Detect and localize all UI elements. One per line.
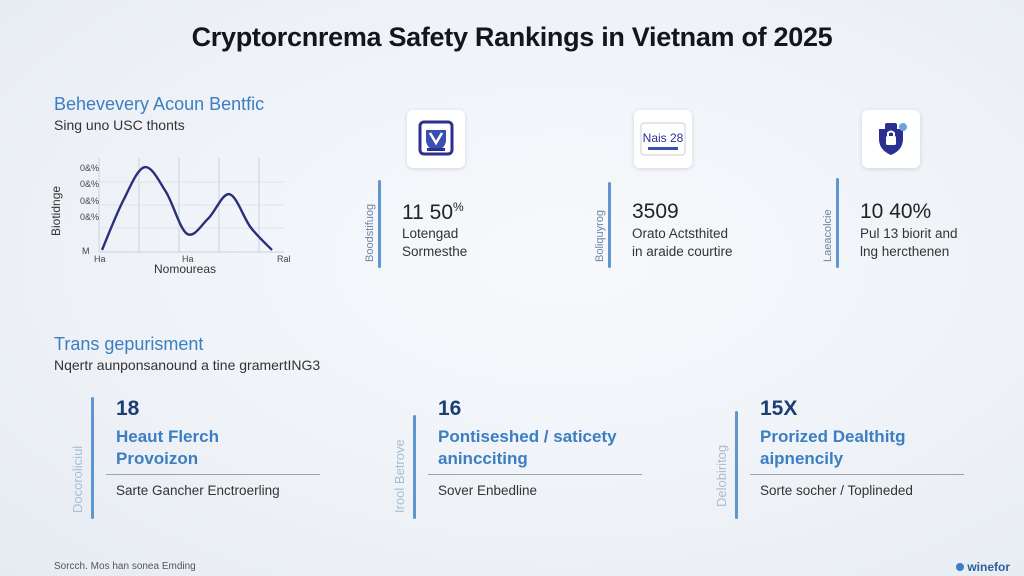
accent-bar [413, 415, 416, 519]
chart-subheading: Sing uno USC thonts [54, 117, 185, 133]
title-line: Prorized Dealthitg [760, 427, 906, 446]
title-line: Pontiseshed / saticety [438, 427, 617, 446]
title-line: Heaut Flerch [116, 427, 219, 446]
feature-title: Heaut Flerch Provoizon [116, 426, 219, 470]
side-label: Delobiritog [714, 444, 729, 507]
logo-icon [956, 563, 965, 571]
stat-description: Pul 13 biorit and lng hercthenen [860, 225, 958, 261]
feature-card: Irool Betrove 16 Pontiseshed / saticety … [390, 395, 642, 525]
section-subheading: Nqertr aunponsanound a tine gramertING3 [54, 357, 321, 373]
side-label: Irool Betrove [392, 439, 407, 513]
y-tick-label: M [82, 246, 90, 256]
stat-value: 11 50% [402, 200, 464, 225]
feature-card: Delobiritog 15X Prorized Dealthitg aipne… [712, 395, 964, 525]
y-tick-label: 0&% [80, 212, 99, 222]
x-tick-label: Ral [277, 254, 291, 264]
feature-footer: Sarte Gancher Enctroerling [116, 483, 280, 498]
accent-bar [836, 178, 839, 268]
page-title: Cryptorcnrema Safety Rankings in Vietnam… [191, 22, 833, 52]
shield-vote-icon [407, 110, 465, 168]
feature-number: 18 [116, 397, 140, 420]
x-tick-label: Ha [94, 254, 106, 264]
divider [750, 474, 964, 475]
feature-title: Prorized Dealthitg aipnencily [760, 426, 905, 470]
accent-bar [735, 411, 738, 519]
date-badge-icon: Nais 28 [634, 110, 692, 168]
title-line: anincciting [438, 449, 528, 468]
stat-description: Lotengad Sormesthe [402, 225, 467, 261]
chart-heading: Behevevery Acoun Bentfic [54, 94, 265, 114]
stat-card: Boodstifuog 11 50% Lotengad Sormesthe [360, 110, 560, 270]
stat-unit: % [453, 200, 464, 214]
desc-line: Lotengad [402, 226, 459, 241]
feature-number: 16 [438, 397, 462, 420]
stat-value: 3509 [632, 200, 679, 223]
chart-grid [98, 158, 284, 253]
title-line: aipnencily [760, 449, 844, 468]
icon-text: Nais 28 [643, 131, 684, 145]
desc-line: Orato Actsthited [632, 226, 729, 241]
logo-text: winefor [967, 560, 1010, 574]
section-heading: Trans gepurisment [54, 334, 204, 354]
x-tick-label: Ha [182, 254, 194, 264]
desc-line: in araide courtire [632, 244, 733, 259]
divider [106, 474, 320, 475]
desc-line: lng hercthenen [860, 244, 950, 259]
stat-description: Orato Actsthited in araide courtire [632, 225, 733, 261]
stat-card: Nais 28 Boliquyrog 3509 Orato Actsthited… [590, 110, 790, 270]
accent-bar [378, 180, 381, 268]
line-chart: 0&% 0&% 0&% 0&% M Ha Ha Ral Nomoureas Bi… [49, 158, 291, 276]
divider [428, 474, 642, 475]
y-tick-label: 0&% [80, 179, 99, 189]
title-line: Provoizon [116, 449, 199, 468]
side-label: Boodstifuog [364, 203, 376, 262]
y-axis-label: Biotidnge [49, 186, 63, 236]
desc-line: Pul 13 biorit and [860, 226, 958, 241]
feature-title: Pontiseshed / saticety anincciting [438, 426, 617, 470]
stat-value: 10 40% [860, 200, 932, 223]
feature-footer: Sover Enbedline [438, 483, 538, 498]
accent-bar [91, 397, 94, 519]
stat-number: 11 50 [402, 201, 453, 224]
brand-logo[interactable]: winefor [956, 560, 1010, 574]
desc-line: Sormesthe [402, 244, 468, 259]
feature-card: Docoroliciul 18 Heaut Flerch Provoizon S… [68, 395, 320, 525]
side-label: Laeacolcie [822, 209, 834, 262]
side-label: Boliquyrog [594, 210, 606, 262]
y-tick-label: 0&% [80, 196, 99, 206]
shield-lock-icon [862, 110, 920, 168]
stat-card: Laeacolcie 10 40% Pul 13 biorit and lng … [818, 110, 1018, 270]
feature-number: 15X [760, 397, 798, 420]
feature-footer: Sorte socher / Toplineded [760, 483, 913, 498]
accent-bar [608, 182, 611, 268]
footer-note: Sorcch. Mos han sonea Emding [54, 561, 196, 572]
x-axis-label: Nomoureas [154, 262, 216, 276]
y-tick-label: 0&% [80, 163, 99, 173]
side-label: Docoroliciul [70, 445, 85, 513]
series-line [100, 165, 273, 251]
